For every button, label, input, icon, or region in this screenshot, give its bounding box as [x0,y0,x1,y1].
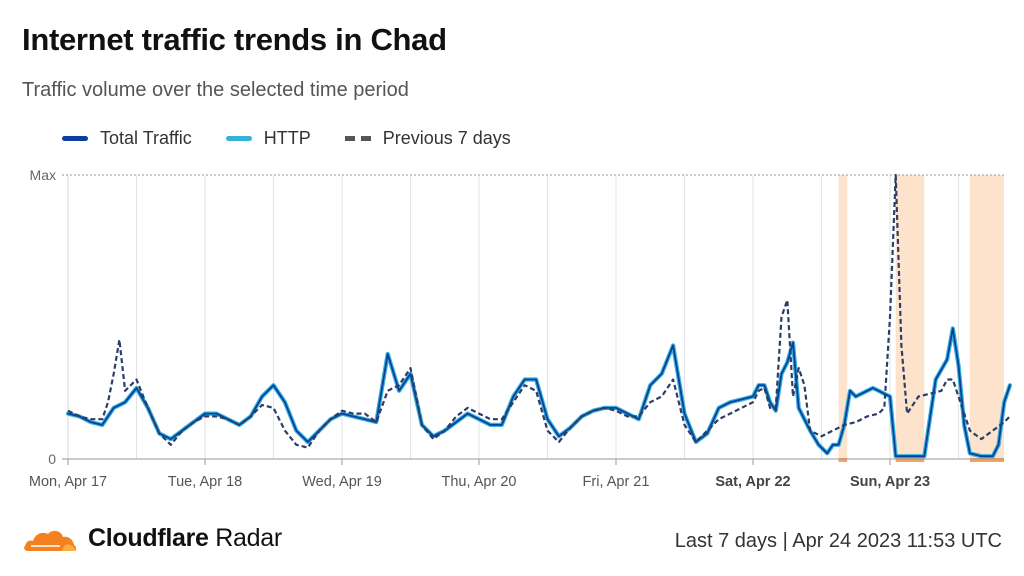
brand-name-suffix: Radar [215,524,282,552]
chart-legend: Total Traffic HTTP Previous 7 days [62,128,511,149]
series-line-previous-7-days [67,173,1011,449]
x-tick-label: Mon, Apr 17 [29,474,107,490]
outage-band [895,175,925,459]
y-tick-label: 0 [48,451,56,467]
outage-band-marker [838,458,848,462]
legend-label-total-traffic: Total Traffic [100,128,192,148]
legend-item-previous-7-days[interactable]: Previous 7 days [344,128,511,149]
x-tick-label: Thu, Apr 20 [442,474,517,490]
page-title: Internet traffic trends in Chad [22,22,447,57]
legend-item-http[interactable]: HTTP [225,128,311,149]
outage-highlights [838,175,1004,462]
outage-band [969,175,1004,459]
outage-band [838,175,848,459]
brand-logo: Cloudflare Radar [22,524,282,553]
cloudflare-cloud-icon [24,530,77,551]
page-subtitle: Traffic volume over the selected time pe… [22,79,409,101]
traffic-line-chart: 0 Max Mon, Apr 17 Tue, Apr 18 Wed, Apr 19 Thu… [29,167,1012,490]
chart-axes: 0 Max Mon, Apr 17 Tue, Apr 18 Wed, Apr 19 Thu… [29,167,1004,490]
brand-name: Cloudflare Radar [88,524,282,553]
x-tick-label: Sat, Apr 22 [715,474,790,490]
brand-name-primary: Cloudflare [88,524,209,552]
x-tick-label: Fri, Apr 21 [583,474,650,490]
outage-band-marker [969,458,1004,462]
legend-swatch-previous-7-days [344,136,371,141]
outage-band-marker [895,458,925,462]
x-tick-label: Wed, Apr 19 [302,474,382,490]
time-range-label: Last 7 days | Apr 24 2023 11:53 UTC [674,530,1002,552]
legend-label-previous-7-days: Previous 7 days [382,128,511,148]
legend-swatch-http [225,136,252,141]
legend-label-http: HTTP [263,128,311,148]
legend-item-total-traffic[interactable]: Total Traffic [62,128,192,149]
chart-series [65,173,1012,459]
legend-swatch-total-traffic [62,136,88,141]
x-tick-label: Sun, Apr 23 [850,474,930,490]
x-tick-label: Tue, Apr 18 [168,474,242,490]
y-tick-label: Max [30,167,56,183]
